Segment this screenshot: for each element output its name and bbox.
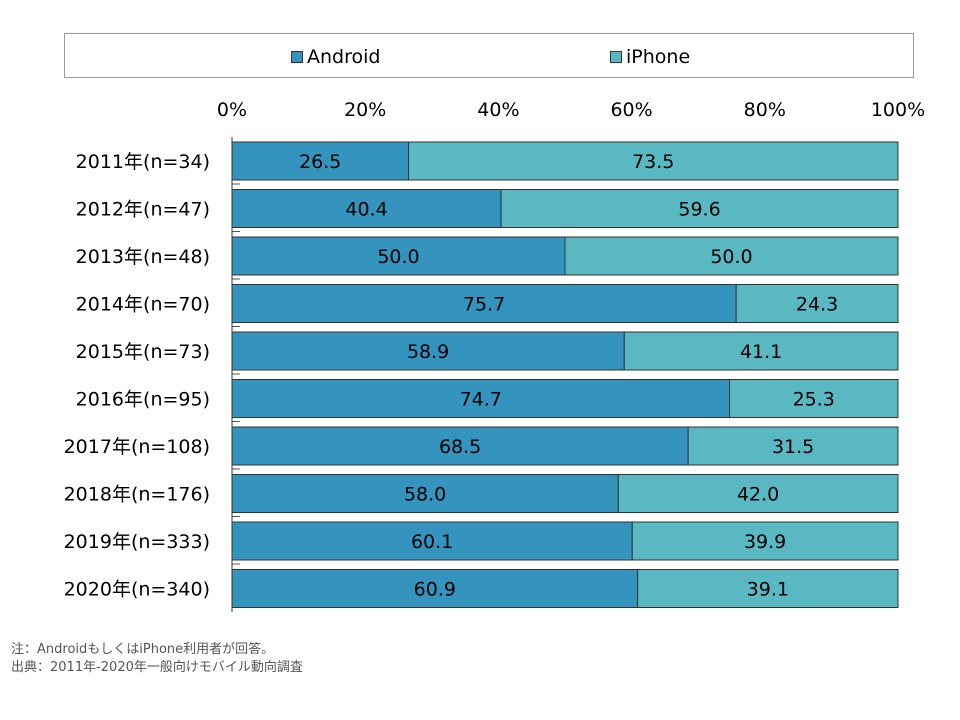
data-label: 68.5 xyxy=(439,436,481,458)
data-label: 40.4 xyxy=(345,199,387,221)
legend-label-iphone: iPhone xyxy=(626,46,691,68)
data-label: 41.1 xyxy=(740,341,782,363)
data-label: 26.5 xyxy=(299,151,341,173)
data-label: 75.7 xyxy=(463,294,505,316)
bar-iphone xyxy=(500,189,899,228)
data-label: 73.5 xyxy=(632,151,674,173)
data-label: 58.9 xyxy=(407,341,449,363)
category-label: 2016年(n=95) xyxy=(76,389,210,411)
bar-android xyxy=(231,141,409,181)
legend-item-android: Android xyxy=(291,46,380,68)
category-label: 2013年(n=48) xyxy=(76,246,210,268)
bar-iphone xyxy=(407,141,899,181)
note-line: 注：AndroidもしくはiPhone利用者が回答。 xyxy=(11,642,275,657)
bar-iphone xyxy=(617,474,899,513)
x-tick-label: 60% xyxy=(610,99,652,121)
data-label: 60.1 xyxy=(411,531,453,553)
data-label: 42.0 xyxy=(737,484,779,506)
category-label: 2020年(n=340) xyxy=(64,579,210,601)
data-label: 25.3 xyxy=(793,389,835,411)
category-label: 2017年(n=108) xyxy=(64,436,210,458)
source-line: 出典：2011年-2020年一般向けモバイル動向調査 xyxy=(11,660,303,675)
bar-android xyxy=(231,569,639,608)
data-label: 58.0 xyxy=(404,484,446,506)
legend-item-iphone: iPhone xyxy=(610,46,690,68)
legend: Android iPhone xyxy=(64,33,914,78)
x-tick-label: 0% xyxy=(217,99,247,121)
bar-iphone xyxy=(637,569,899,608)
data-label: 24.3 xyxy=(796,294,838,316)
legend-swatch-android xyxy=(291,51,303,63)
bar-android xyxy=(231,189,502,228)
x-tick-label: 20% xyxy=(344,99,386,121)
x-tick-label: 40% xyxy=(477,99,519,121)
data-label: 60.9 xyxy=(414,579,456,601)
category-label: 2011年(n=34) xyxy=(76,151,210,173)
bar-android xyxy=(231,426,689,466)
bar-iphone xyxy=(623,331,899,371)
data-label: 39.1 xyxy=(747,579,789,601)
legend-swatch-iphone xyxy=(610,51,622,63)
category-label: 2014年(n=70) xyxy=(76,294,210,316)
notes: 注：AndroidもしくはiPhone利用者が回答。 出典：2011年-2020… xyxy=(11,641,303,677)
bar-android xyxy=(231,331,625,371)
data-label: 50.0 xyxy=(377,246,419,268)
bar-android xyxy=(231,521,633,561)
x-tick-label: 80% xyxy=(744,99,786,121)
bar-iphone xyxy=(631,521,899,561)
legend-label-android: Android xyxy=(307,46,381,68)
data-label: 50.0 xyxy=(710,246,752,268)
data-label: 59.6 xyxy=(678,199,720,221)
category-label: 2018年(n=176) xyxy=(64,484,210,506)
bar-iphone xyxy=(687,426,899,466)
bar-android xyxy=(231,284,737,323)
bar-android xyxy=(231,474,619,513)
bar-iphone xyxy=(564,236,899,276)
category-label: 2012年(n=47) xyxy=(76,199,210,221)
bar-android xyxy=(231,379,731,418)
x-tick-label: 100% xyxy=(871,99,925,121)
bar-iphone xyxy=(735,284,899,323)
category-label: 2019年(n=333) xyxy=(64,531,210,553)
category-label: 2015年(n=73) xyxy=(76,341,210,363)
data-label: 31.5 xyxy=(772,436,814,458)
bar-iphone xyxy=(729,379,899,418)
data-label: 39.9 xyxy=(744,531,786,553)
data-label: 74.7 xyxy=(460,389,502,411)
